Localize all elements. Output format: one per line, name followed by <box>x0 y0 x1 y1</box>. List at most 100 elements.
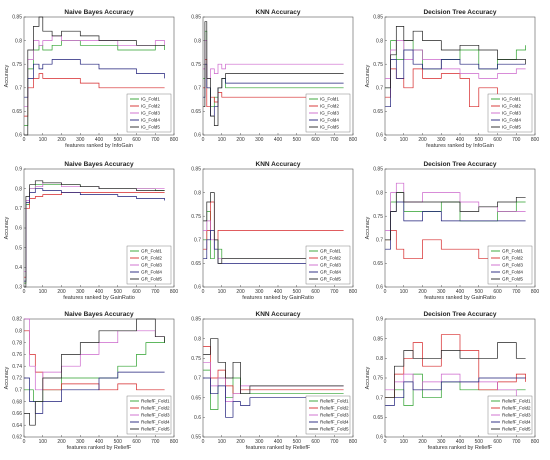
y-tick-label: 0.3 <box>15 285 22 291</box>
x-tick-label: 700 <box>512 289 521 295</box>
x-tick-label: 800 <box>531 439 540 445</box>
y-tick-label: 0.75 <box>12 62 22 68</box>
chart-panel-7: Naive Bayes Accuracy 0 100 200 300 400 500 600 7… <box>4 311 178 451</box>
x-tick-label: 500 <box>114 137 123 143</box>
legend-entry: GR_Fold4 <box>502 270 523 275</box>
x-tick-label: 800 <box>349 137 358 143</box>
x-tick-label: 600 <box>493 439 502 445</box>
x-tick-label: 200 <box>57 439 66 445</box>
series-line-5 <box>385 26 526 89</box>
y-tick-label: 0.75 <box>373 376 383 382</box>
chart-title: Naive Bayes Accuracy <box>64 161 134 168</box>
series-line-5 <box>203 192 344 264</box>
series-line-2 <box>203 59 344 108</box>
x-tick-label: 100 <box>400 289 409 295</box>
x-tick-label: 500 <box>293 137 302 143</box>
x-axis-label: features ranked by InfoGain <box>65 143 133 149</box>
y-tick-label: 0.65 <box>373 261 383 267</box>
chart-title: Naive Bayes Accuracy <box>64 9 134 16</box>
x-tick-label: 800 <box>349 289 358 295</box>
x-tick-label: 200 <box>236 137 245 143</box>
legend-entry: ReliefF_Fold2 <box>320 406 349 411</box>
y-tick-label: 0.72 <box>12 376 22 382</box>
y-axis-label: Accuracy <box>365 64 371 87</box>
legend-entry: IG_Fold1 <box>141 97 160 102</box>
y-axis-label: Accuracy <box>4 216 10 239</box>
y-tick-label: 0.8 <box>376 38 383 44</box>
chart-title: Decision Tree Accuracy <box>423 311 496 318</box>
legend-entry: GR_Fold4 <box>141 270 162 275</box>
x-tick-label: 500 <box>293 439 302 445</box>
x-axis-label: features ranked by ReliefF <box>246 445 311 451</box>
x-tick-label: 800 <box>170 137 179 143</box>
y-tick-label: 0.7 <box>376 238 383 244</box>
legend: GR_Fold1 GR_Fold2 GR_Fold3 GR_Fold4 GR_Fold5 <box>126 245 172 285</box>
y-tick-label: 0.64 <box>12 423 22 429</box>
legend-entry: IG_Fold4 <box>320 118 339 123</box>
x-tick-label: 600 <box>311 439 320 445</box>
x-tick-label: 300 <box>255 137 264 143</box>
legend-entry: IG_Fold5 <box>141 125 160 130</box>
x-tick-label: 500 <box>475 137 484 143</box>
legend-entry: ReliefF_Fold3 <box>320 413 349 418</box>
legend-entry: IG_Fold3 <box>141 111 160 116</box>
y-tick-label: 0.6 <box>15 226 22 232</box>
chart-title: Naive Bayes Accuracy <box>64 311 134 318</box>
x-tick-label: 800 <box>170 289 179 295</box>
x-tick-label: 200 <box>418 289 427 295</box>
y-tick-label: 0.6 <box>194 285 201 291</box>
legend-entry: IG_Fold4 <box>141 118 160 123</box>
y-tick-label: 0.6 <box>376 133 383 139</box>
series-line-2 <box>24 192 165 278</box>
legend-entry: ReliefF_Fold4 <box>141 420 170 425</box>
y-tick-label: 0.74 <box>12 364 22 370</box>
x-tick-label: 500 <box>475 289 484 295</box>
x-tick-label: 0 <box>23 137 26 143</box>
y-tick-label: 0.7 <box>194 238 201 244</box>
x-tick-label: 200 <box>57 137 66 143</box>
x-tick-label: 100 <box>400 137 409 143</box>
x-tick-label: 100 <box>218 137 227 143</box>
y-tick-label: 0.8 <box>15 38 22 44</box>
chart-title: KNN Accuracy <box>256 311 301 318</box>
x-tick-label: 400 <box>95 439 104 445</box>
y-tick-label: 0.5 <box>15 245 22 251</box>
legend-entry: GR_Fold3 <box>502 263 523 268</box>
series-line-2 <box>385 334 526 399</box>
legend-entry: GR_Fold2 <box>320 256 341 261</box>
x-tick-label: 0 <box>202 137 205 143</box>
y-tick-label: 0.8 <box>194 38 201 44</box>
chart-panel-4: Naive Bayes Accuracy 0 100 200 300 400 500 600 7… <box>4 161 178 301</box>
series-line-5 <box>24 180 165 288</box>
x-tick-label: 400 <box>95 289 104 295</box>
x-tick-label: 800 <box>531 137 540 143</box>
legend: GR_Fold1 GR_Fold2 GR_Fold3 GR_Fold4 GR_Fold5 <box>487 245 533 285</box>
x-tick-label: 500 <box>114 289 123 295</box>
y-tick-label: 0.65 <box>373 415 383 421</box>
legend-entry: ReliefF_Fold4 <box>502 420 531 425</box>
chart-panel-1: Naive Bayes Accuracy 0 100 200 300 400 500 600 7… <box>4 9 178 149</box>
legend-entry: GR_Fold3 <box>141 263 162 268</box>
legend-entry: IG_Fold3 <box>502 111 521 116</box>
legend-entry: IG_Fold1 <box>502 97 521 102</box>
legend-entry: IG_Fold4 <box>502 118 521 123</box>
legend-entry: GR_Fold1 <box>502 249 523 254</box>
legend: GR_Fold1 GR_Fold2 GR_Fold3 GR_Fold4 GR_Fold5 <box>305 245 351 285</box>
series-line-4 <box>385 377 526 406</box>
series-line-2 <box>24 330 165 391</box>
y-tick-label: 0.68 <box>12 399 22 405</box>
x-tick-label: 400 <box>456 289 465 295</box>
y-tick-label: 0.66 <box>12 411 22 417</box>
x-tick-label: 200 <box>236 439 245 445</box>
y-tick-label: 0.75 <box>191 356 201 362</box>
y-tick-label: 0.55 <box>191 435 201 441</box>
y-tick-label: 0.65 <box>191 261 201 267</box>
y-tick-label: 0.9 <box>376 317 383 323</box>
legend-entry: GR_Fold5 <box>320 277 341 282</box>
y-tick-label: 0.6 <box>376 285 383 291</box>
y-tick-label: 0.7 <box>194 86 201 92</box>
chart-panel-3: Decision Tree Accuracy 0 100 200 300 400 500 60… <box>365 9 539 149</box>
y-tick-label: 0.9 <box>15 167 22 173</box>
legend: ReliefF_Fold1 ReliefF_Fold2 ReliefF_Fold3 R… <box>487 395 533 435</box>
